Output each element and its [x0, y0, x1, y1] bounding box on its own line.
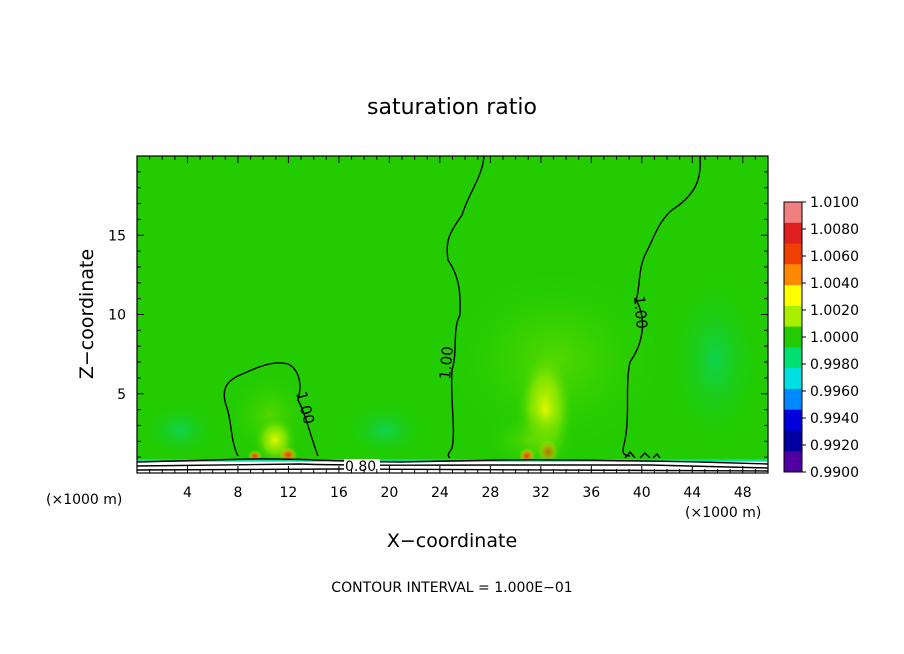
x-tick-label: 28	[481, 485, 499, 501]
colorbar-swatch	[784, 264, 802, 286]
y-tick-label: 5	[117, 387, 126, 403]
colorbar-label: 0.9940	[810, 411, 859, 427]
x-tick-label: 8	[233, 485, 242, 501]
y-axis-title: Z−coordinate	[76, 249, 98, 379]
contour-center-left	[446, 156, 485, 459]
y-tick-label: 15	[108, 228, 126, 244]
contour-surface-3	[137, 468, 768, 472]
colorbar-label: 1.0020	[810, 303, 859, 319]
colorbar-label: 1.0080	[810, 222, 859, 238]
x-tick-label: 36	[582, 485, 600, 501]
colorbar-label: 1.0100	[810, 195, 859, 211]
right-cyan-patch	[665, 270, 765, 450]
colorbar-swatch	[784, 243, 802, 265]
contour-label-surface: 0.80	[345, 459, 376, 475]
colorbar-swatch	[784, 202, 802, 224]
colorbar-swatch	[784, 451, 802, 473]
x-tick-label: 4	[183, 485, 192, 501]
colorbar-label: 1.0040	[810, 276, 859, 292]
y-axis-ticks: 5 10 15	[108, 171, 768, 458]
chart-title: saturation ratio	[367, 95, 537, 120]
colorbar-swatch	[784, 347, 802, 369]
contour-interval-note: CONTOUR INTERVAL = 1.000E−01	[331, 580, 572, 596]
colorbar-swatch	[784, 285, 802, 307]
x-axis-title: X−coordinate	[387, 530, 517, 552]
contour-label-bg	[344, 459, 380, 471]
contour-bumps	[624, 450, 661, 459]
colorbar-label: 0.9980	[810, 357, 859, 373]
x-tick-label: 16	[330, 485, 348, 501]
contour-label-center-right: 1.00	[630, 295, 651, 330]
x-tick-label: 24	[431, 485, 449, 501]
colorbar-label: 0.9920	[810, 438, 859, 454]
x-tick-label: 12	[280, 485, 298, 501]
x-tick-label: 48	[734, 485, 752, 501]
x-tick-label: 20	[380, 485, 398, 501]
contour-surface-2	[137, 463, 768, 469]
x-tick-label: 40	[633, 485, 651, 501]
colorbar-label: 0.9960	[810, 384, 859, 400]
x-tick-label: 44	[683, 485, 701, 501]
colorbar-swatch	[784, 326, 802, 348]
colorbar: 1.0100 1.0080 1.0060 1.0040 1.0020 1.0000 0.99…	[783, 195, 859, 481]
colorbar-label: 0.9900	[810, 465, 859, 481]
contour-center-right	[622, 156, 702, 457]
colorbar-swatch	[784, 409, 802, 431]
y-tick-label: 10	[108, 308, 126, 324]
colorbar-swatch	[784, 222, 802, 245]
orange-spot-center	[538, 440, 558, 464]
contour-left-cloud	[223, 362, 319, 457]
colorbar-swatch	[784, 368, 802, 390]
colorbar-label: 1.0000	[810, 330, 859, 346]
x-unit-label-left: (×1000 m)	[46, 492, 122, 508]
colorbar-swatch	[784, 388, 802, 411]
mid-cyan-patch	[340, 400, 430, 460]
contour-labels: 1.00 1.00 1.00 0.80	[292, 295, 651, 475]
colorbar-swatch	[784, 305, 802, 328]
left-cyan-patch	[140, 400, 220, 460]
contour-label-center-left: 1.00	[436, 346, 457, 381]
contour-surface-1	[137, 458, 768, 465]
colorbar-label: 1.0060	[810, 249, 859, 265]
colorbar-swatch	[784, 430, 802, 452]
x-unit-label-right: (×1000 m)	[685, 505, 761, 521]
x-axis-ticks: 4 8 12 16 20 24 28 32 36 40 44 48	[149, 156, 756, 501]
contour-lines	[137, 156, 768, 472]
x-tick-label: 32	[532, 485, 550, 501]
heatmap-field	[137, 156, 768, 473]
